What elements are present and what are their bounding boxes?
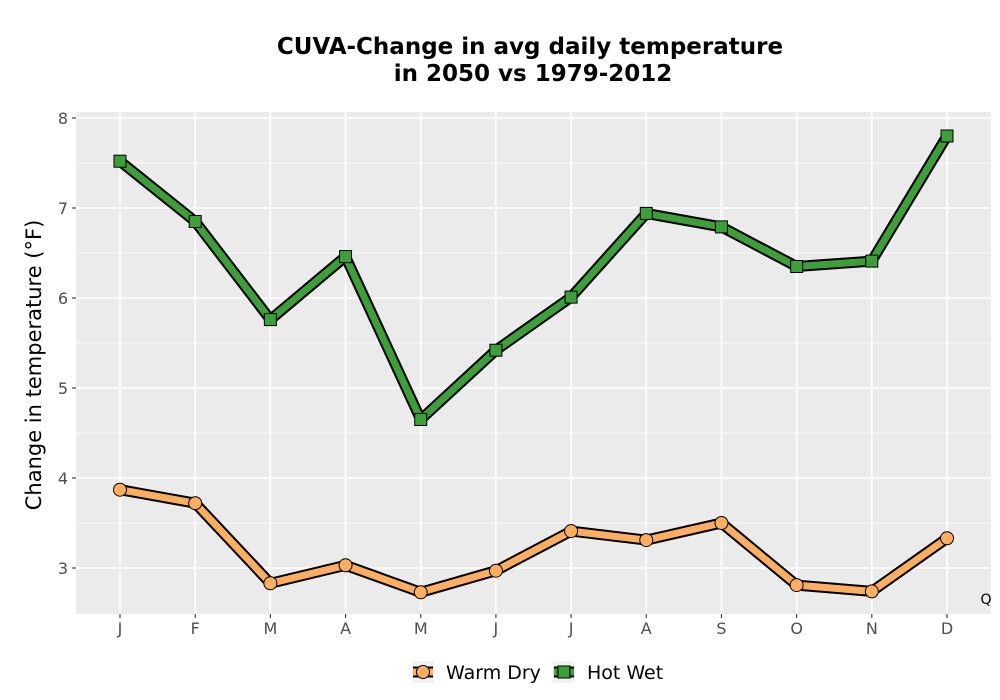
warm-dry-point — [789, 578, 804, 593]
plot-panel — [76, 112, 991, 614]
hot-wet-point — [564, 290, 578, 304]
hot-wet-point — [113, 154, 127, 168]
x-tick-label: A — [340, 619, 351, 638]
warm-dry-legend-label: Warm Dry — [446, 662, 541, 684]
x-tick-label: A — [641, 619, 652, 638]
y-tick-label: 6 — [58, 289, 68, 308]
warm-dry-legend-marker — [416, 665, 430, 679]
x-tick-label: J — [117, 619, 123, 638]
warm-dry-point — [263, 576, 278, 591]
y-axis-label: Change in temperature (°F) — [22, 220, 46, 511]
x-tick-label: O — [790, 619, 803, 638]
y-tick-label: 4 — [58, 469, 68, 488]
hot-wet-point — [188, 215, 202, 228]
y-tick-label: 3 — [58, 559, 68, 578]
chart-title-line-1: CUVA-Change in avg daily temperature — [277, 34, 783, 60]
y-tick-label: 5 — [58, 379, 68, 398]
x-tick-label: F — [191, 619, 200, 638]
warm-dry-point — [188, 496, 203, 511]
hot-wet-line — [116, 132, 951, 423]
y-tick-label: 8 — [58, 109, 68, 128]
warm-dry-line — [116, 486, 951, 596]
x-tick-label: J — [493, 619, 499, 638]
x-tick-label: M — [263, 619, 277, 638]
hot-wet-point — [414, 413, 428, 426]
corner-label: Q — [980, 592, 991, 608]
warm-dry-point — [639, 533, 654, 548]
x-tick-label: M — [414, 619, 428, 638]
y-tick-label: 7 — [58, 199, 68, 218]
x-tick-label: N — [866, 619, 878, 638]
warm-dry-point — [488, 563, 503, 578]
warm-dry-point — [864, 584, 879, 599]
hot-wet-legend-label: Hot Wet — [587, 662, 663, 684]
x-tick-label: D — [941, 619, 953, 638]
hot-wet-point — [714, 220, 728, 234]
chart-title-line-2: in 2050 vs 1979-2012 — [394, 61, 673, 87]
warm-dry-point — [338, 558, 353, 573]
x-tick-label: S — [716, 619, 726, 638]
hot-wet-point — [489, 343, 503, 357]
x-tick-label: J — [568, 619, 574, 638]
warm-dry-point — [564, 524, 579, 539]
hot-wet-point — [639, 206, 653, 220]
warm-dry-point — [714, 516, 729, 530]
hot-wet-point — [263, 313, 277, 327]
warm-dry-point — [113, 482, 127, 497]
series-layer — [113, 129, 954, 600]
hot-wet-point — [865, 254, 879, 268]
hot-wet-point — [940, 129, 954, 143]
hot-wet-legend-marker — [557, 665, 571, 679]
warm-dry-point — [413, 585, 428, 600]
warm-dry-point — [940, 531, 954, 546]
hot-wet-point — [790, 260, 804, 273]
legend: Warm Dry Hot Wet — [412, 661, 663, 684]
grid-layer — [76, 112, 991, 614]
hot-wet-point — [339, 250, 353, 264]
axis-layer: 3 4 5 6 7 8 J F M A M J J A S O N D — [58, 109, 953, 638]
